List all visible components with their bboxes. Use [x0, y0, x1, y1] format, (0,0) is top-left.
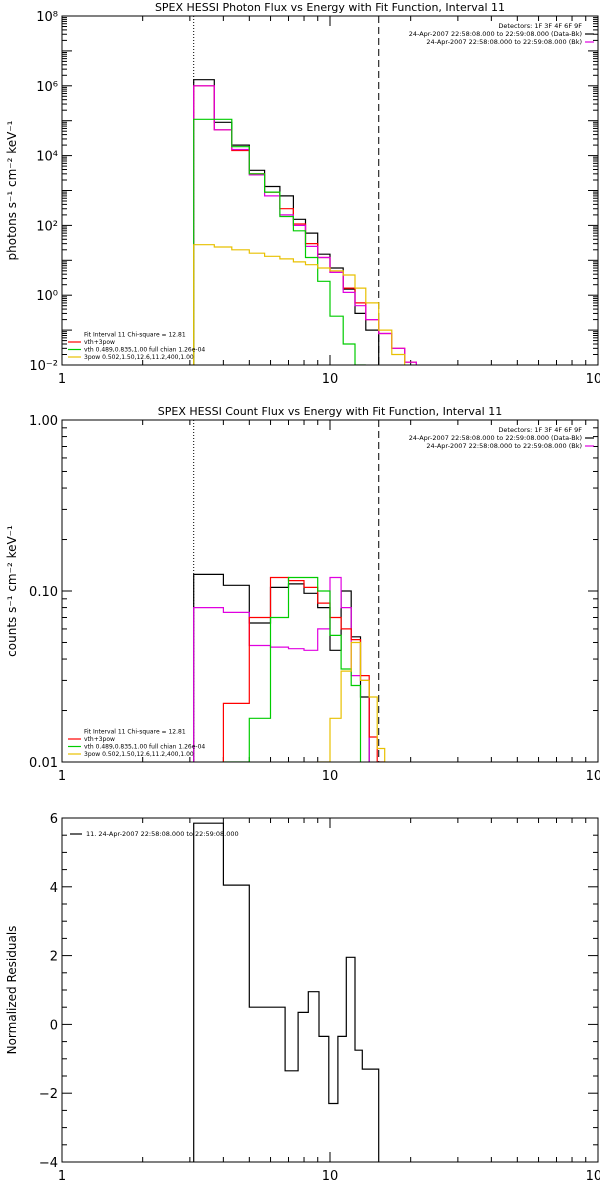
x-tick-label: 1: [58, 372, 66, 387]
x-tick-label: 10: [322, 372, 339, 387]
series-line-vth: [193, 118, 366, 365]
y-tick-label: 10⁶: [36, 80, 58, 95]
legend-top-entry: Detectors: 1F 3F 4F 6F 9F: [498, 22, 582, 30]
chart-title: SPEX HESSI Photon Flux vs Energy with Fi…: [155, 1, 505, 14]
legend-top-entry: 24-Apr-2007 22:58:08.000 to 22:59:08.000…: [426, 38, 582, 46]
y-tick-label: 0.10: [29, 585, 58, 600]
x-axis: 1 10 100: [58, 420, 600, 784]
legend-bottom-entry: vth+3pow: [84, 339, 115, 346]
series-line-3pow: [317, 641, 386, 762]
y-tick-label: 10²: [36, 219, 58, 234]
y-tick-label: 10⁻²: [29, 359, 58, 374]
legend-top-entry: 24-Apr-2007 22:58:08.000 to 22:59:08.000…: [426, 442, 582, 450]
y-tick-label: 0.01: [29, 756, 58, 771]
x-tick-label: 1: [58, 1169, 66, 1184]
legend-top-entry: Detectors: 1F 3F 4F 6F 9F: [498, 426, 582, 434]
y-tick-label: −2: [39, 1087, 58, 1102]
y-axis-label: photons s⁻¹ cm⁻² keV⁻¹: [5, 120, 19, 260]
plot-frame: [61, 15, 599, 366]
series-line-data-bk: [193, 573, 370, 762]
y-axis: 10⁻² 10⁰ 10² 10⁴ 10⁶ 10⁸: [29, 10, 598, 374]
legend-top-entry: 24-Apr-2007 22:58:08.000 to 22:59:08.000…: [409, 434, 582, 442]
y-tick-label: 6: [50, 812, 58, 827]
x-tick-label: 1: [58, 769, 66, 784]
legend-top-left: 11. 24-Apr-2007 22:58:08.000 to 22:59:08…: [70, 830, 239, 838]
series-line-vth: [223, 576, 362, 762]
legend-bottom: Fit Interval 11 Chi-square = 12.81vth+3p…: [68, 729, 205, 758]
y-tick-label: 4: [50, 881, 58, 896]
y-tick-label: −4: [39, 1156, 58, 1171]
x-tick-label: 100: [586, 372, 600, 387]
panel-count: SPEX HESSI Count Flux vs Energy with Fit…: [5, 405, 600, 784]
y-tick-label: 10⁰: [36, 289, 58, 304]
series-line-bk: [193, 576, 370, 762]
y-tick-label: 0: [50, 1018, 58, 1033]
y-axis: 0.01 0.10 1.00: [29, 414, 598, 771]
plot-frame: [61, 419, 599, 763]
x-tick-label: 10: [322, 769, 339, 784]
panel-photon: SPEX HESSI Photon Flux vs Energy with Fi…: [5, 1, 600, 387]
legend-bottom-entry: Fit Interval 11 Chi-square = 12.81: [84, 332, 186, 339]
chart-title: SPEX HESSI Count Flux vs Energy with Fit…: [158, 405, 502, 418]
y-tick-label: 2: [50, 950, 58, 965]
y-tick-label: 10⁸: [36, 10, 58, 25]
legend-bottom-entry: vth+3pow: [84, 736, 115, 743]
series-line-residuals: [193, 822, 380, 1162]
legend-bottom: Fit Interval 11 Chi-square = 12.81vth+3p…: [68, 332, 205, 361]
y-axis-label: counts s⁻¹ cm⁻² keV⁻¹: [5, 525, 19, 657]
legend-bottom-entry: vth 0.489,0.835,1.00 full chian 1.26e-04: [84, 744, 205, 751]
plot-frame: [61, 817, 599, 1163]
x-tick-label: 100: [586, 769, 600, 784]
y-axis-label: Normalized Residuals: [5, 926, 19, 1055]
series-group: [193, 573, 386, 762]
series-line-data-bk: [193, 79, 380, 365]
legend-bottom-entry: vth 0.489,0.835,1.00 full chian 1.26e-04: [84, 347, 205, 354]
y-tick-label: 10⁴: [36, 150, 58, 165]
series-group: [193, 822, 380, 1162]
x-axis: 1 10 100: [58, 16, 600, 387]
y-axis: −4 −2 0 2 4 6: [39, 812, 598, 1171]
x-tick-label: 100: [586, 1169, 600, 1184]
series-line-bk: [193, 85, 417, 365]
panel-residuals: 1 10 100 −4 −2 0 2 4 6 Normalized Residuals 11. 24…: [5, 812, 600, 1184]
x-axis: 1 10 100: [58, 818, 600, 1184]
x-tick-label: 10: [322, 1169, 339, 1184]
legend-top-entry: 24-Apr-2007 22:58:08.000 to 22:59:08.000…: [409, 30, 582, 38]
series-line-3pow: [193, 244, 417, 365]
legend-bottom-entry: 3pow 0.502,1.50,12.6,11.2,400,1.00: [84, 751, 194, 758]
y-tick-label: 1.00: [29, 414, 58, 429]
legend-bottom-entry: Fit Interval 11 Chi-square = 12.81: [84, 729, 186, 736]
series-group: [193, 79, 417, 365]
legend-entry: 11. 24-Apr-2007 22:58:08.000 to 22:59:08…: [86, 830, 239, 838]
legend-bottom-entry: 3pow 0.502,1.50,12.6,11.2,400,1.00: [84, 354, 194, 361]
series-line-vth-3pow: [193, 576, 385, 762]
